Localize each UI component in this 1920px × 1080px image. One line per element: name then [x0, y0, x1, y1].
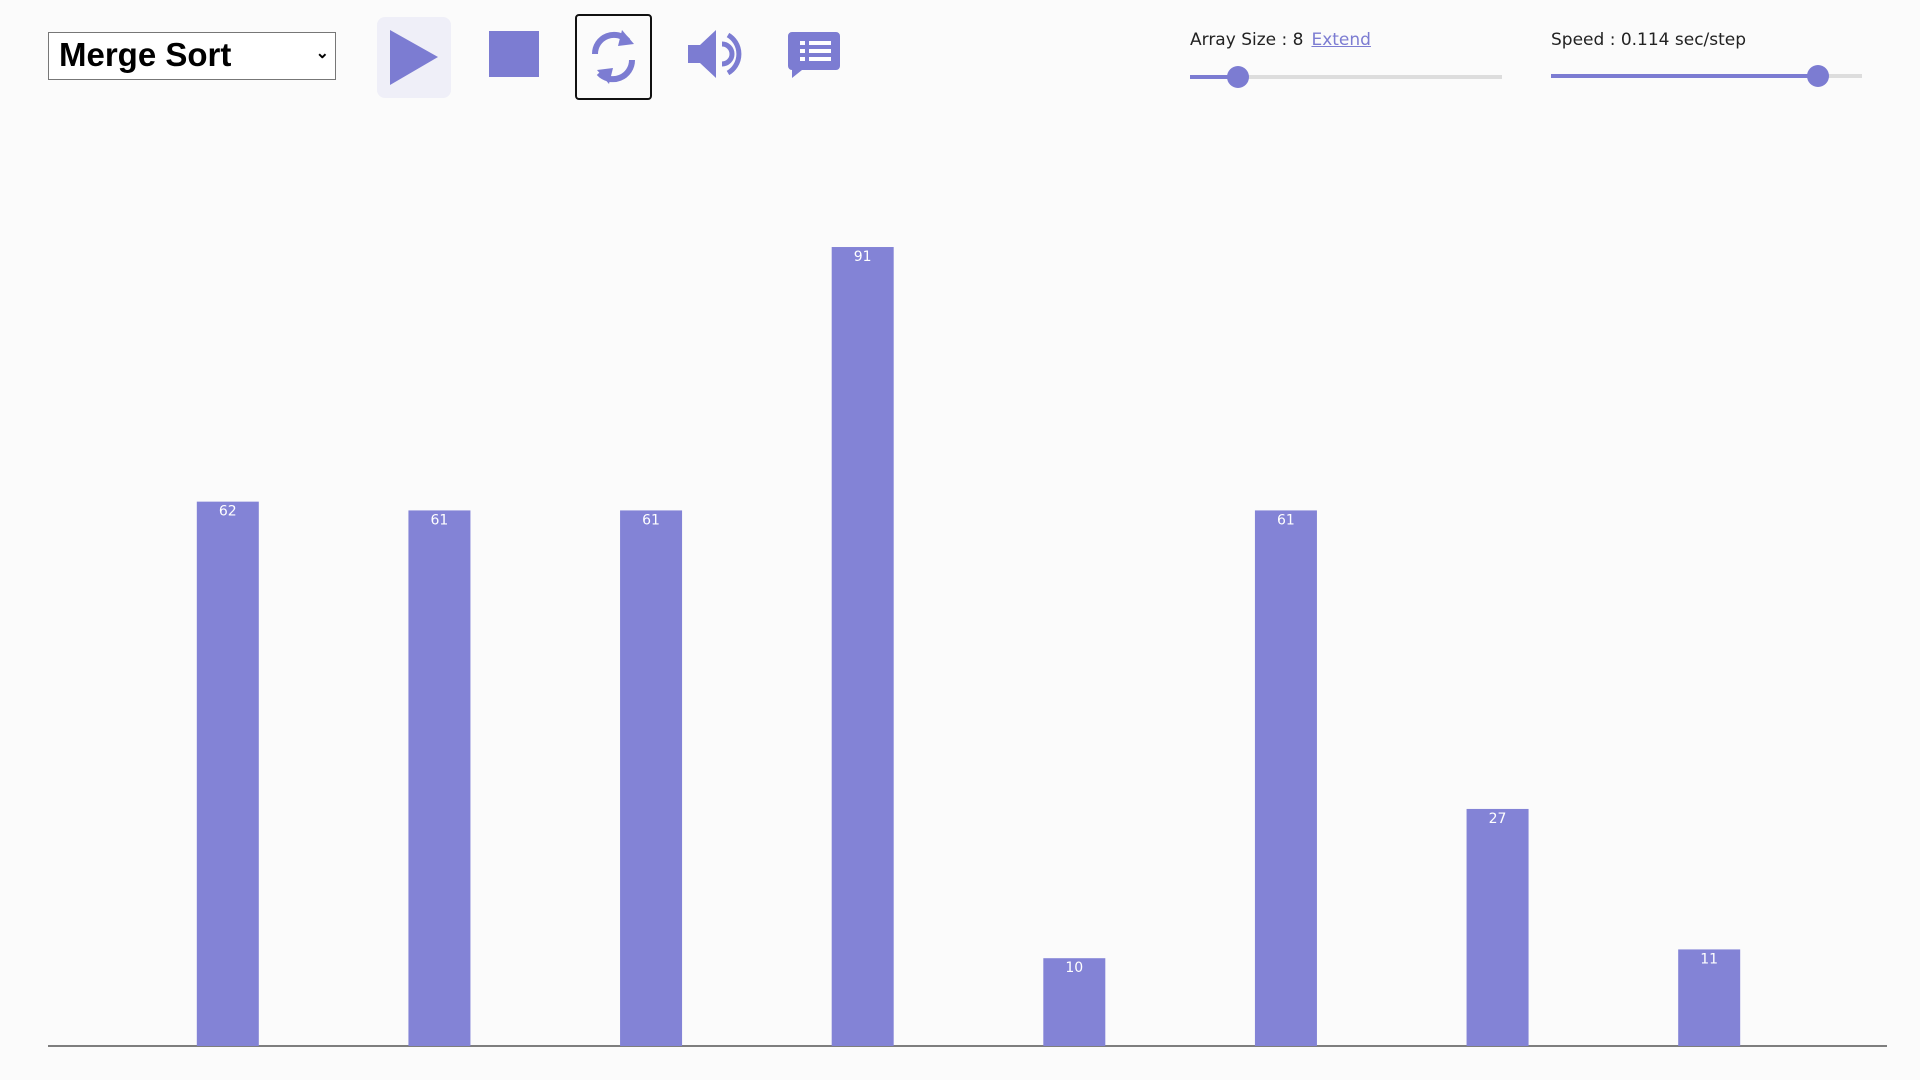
- bar: [831, 247, 894, 1046]
- bar: [620, 510, 683, 1046]
- speed-label: Speed : 0.114 sec/step: [1551, 30, 1747, 50]
- algorithm-name: Merge Sort: [59, 36, 232, 73]
- value-label: 91: [854, 249, 872, 265]
- bar: [1254, 510, 1317, 1046]
- value-label: 62: [219, 504, 237, 520]
- value-label: 61: [642, 512, 660, 528]
- extend-link[interactable]: Extend: [1311, 30, 1371, 50]
- value-label: 61: [1277, 512, 1295, 528]
- array-size-slider[interactable]: [1190, 66, 1502, 88]
- slider-fill: [1551, 74, 1818, 78]
- log-button[interactable]: [788, 32, 840, 78]
- slider-knob[interactable]: [1227, 66, 1249, 88]
- reset-button[interactable]: [575, 14, 652, 100]
- speed-slider[interactable]: [1551, 65, 1862, 87]
- sound-button[interactable]: [688, 30, 742, 78]
- caret: ⌄: [315, 45, 329, 62]
- value-label: 27: [1489, 811, 1507, 827]
- chart: 62 61 61 91 10 61 27 11: [48, 247, 1887, 1047]
- array-size-label: Array Size : 8: [1190, 30, 1304, 50]
- slider-knob[interactable]: [1807, 65, 1829, 87]
- play-icon: [390, 30, 438, 85]
- bar: [1043, 958, 1106, 1046]
- value-label: 10: [1065, 960, 1083, 976]
- value-label: 61: [431, 512, 449, 528]
- arrow: [618, 30, 634, 46]
- toolbar-icons: [377, 14, 840, 100]
- array-size-row: Array Size : 8 Extend: [1190, 30, 1371, 50]
- bar: [1678, 949, 1741, 1046]
- value-label: 11: [1700, 951, 1718, 967]
- bar: [196, 501, 259, 1046]
- slider-fill: [1190, 75, 1238, 79]
- stop-button[interactable]: [489, 31, 539, 77]
- bar: [408, 510, 471, 1046]
- bar: [1466, 808, 1529, 1046]
- arrow: [597, 68, 613, 84]
- algorithm-select[interactable]: Merge Sort ⌄: [48, 32, 336, 80]
